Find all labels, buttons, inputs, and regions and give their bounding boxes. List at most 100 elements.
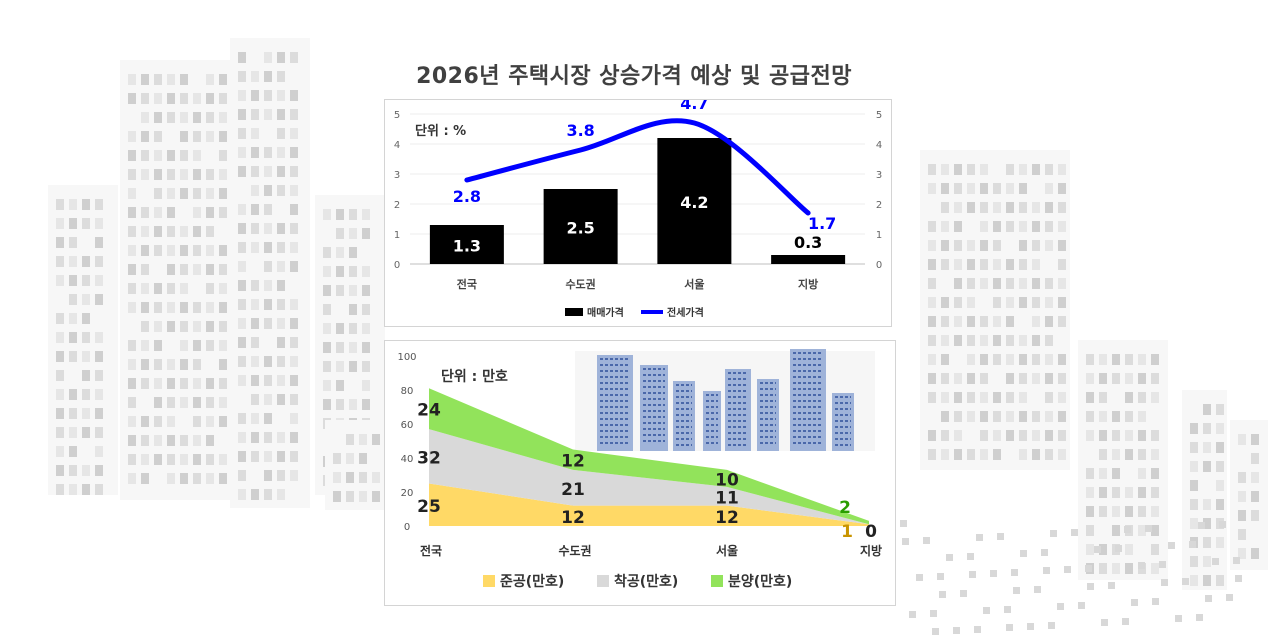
pixel-block [939,591,946,598]
pixel-block [974,626,981,633]
window [238,223,246,234]
window [206,264,214,275]
window [180,302,188,313]
window [333,491,341,502]
window [1112,468,1120,479]
window [1058,297,1066,308]
window [1138,411,1146,422]
window [1045,278,1053,289]
window [128,245,136,256]
window [264,489,272,500]
window [264,109,272,120]
pixel-block [1168,542,1175,549]
window [941,164,949,175]
window [238,109,246,120]
window [277,318,285,329]
pixel-block [1235,575,1242,582]
window [1032,373,1040,384]
window [154,112,162,123]
window [290,52,298,63]
legend-swatch [597,575,609,587]
window [1138,392,1146,403]
category-label: 전국 [457,277,477,291]
pixel-block [1034,586,1041,593]
window [290,432,298,443]
window [1238,472,1246,483]
window [1032,354,1040,365]
window [1099,563,1107,574]
window [251,204,259,215]
y-tick: 80 [401,386,414,397]
window [141,454,149,465]
window [1019,183,1027,194]
window [1006,164,1014,175]
supply-value-label: 21 [561,480,585,500]
window [238,280,246,291]
area-start [429,429,869,525]
window [141,74,149,85]
window [1032,221,1040,232]
window [290,356,298,367]
window [167,169,175,180]
window [993,240,1001,251]
window [251,147,259,158]
pixel-block [1027,623,1034,630]
window [1086,411,1094,422]
window [1112,430,1120,441]
window [349,323,357,334]
y-tick-right: 5 [876,110,882,121]
window [251,318,259,329]
window [941,259,949,270]
window [1203,404,1211,415]
window [95,275,103,286]
window [1151,392,1159,403]
window [251,394,259,405]
window [82,313,90,324]
window [219,397,227,408]
pixel-block [1013,587,1020,594]
window [323,380,331,391]
window [1045,335,1053,346]
window [980,449,988,460]
window [954,259,962,270]
window [941,392,949,403]
pixel-block [1108,582,1115,589]
window [180,93,188,104]
sale-bar [429,225,504,264]
window [362,342,370,353]
window [980,335,988,346]
window [56,351,64,362]
window [264,451,272,462]
window [1019,392,1027,403]
window [1203,461,1211,472]
window [1099,468,1107,479]
window [349,266,357,277]
window [154,245,162,256]
category-label: 서울 [684,277,704,291]
window [167,302,175,313]
window [1006,354,1014,365]
pixel-block [1101,619,1108,626]
window [1032,240,1040,251]
window [1151,525,1159,536]
window [264,280,272,291]
window [238,489,246,500]
window [967,411,975,422]
supply-outlook-chart: 0 20 40 60 80 100 25 12 12 1 32 21 11 0 24 12 10 2 전국 수도권… [384,340,896,606]
window [167,226,175,237]
supply-stacked-areas [429,388,869,526]
category-label: 지방 [798,277,818,291]
window [56,332,64,343]
window [167,112,175,123]
window [264,318,272,329]
window [264,356,272,367]
window [128,188,136,199]
window [1203,442,1211,453]
window [928,221,936,232]
window [95,332,103,343]
pixel-block [1175,615,1182,622]
window [1190,575,1198,586]
area-presale [429,388,869,525]
sale-value-label: 2.5 [566,219,594,238]
window [1251,434,1259,445]
